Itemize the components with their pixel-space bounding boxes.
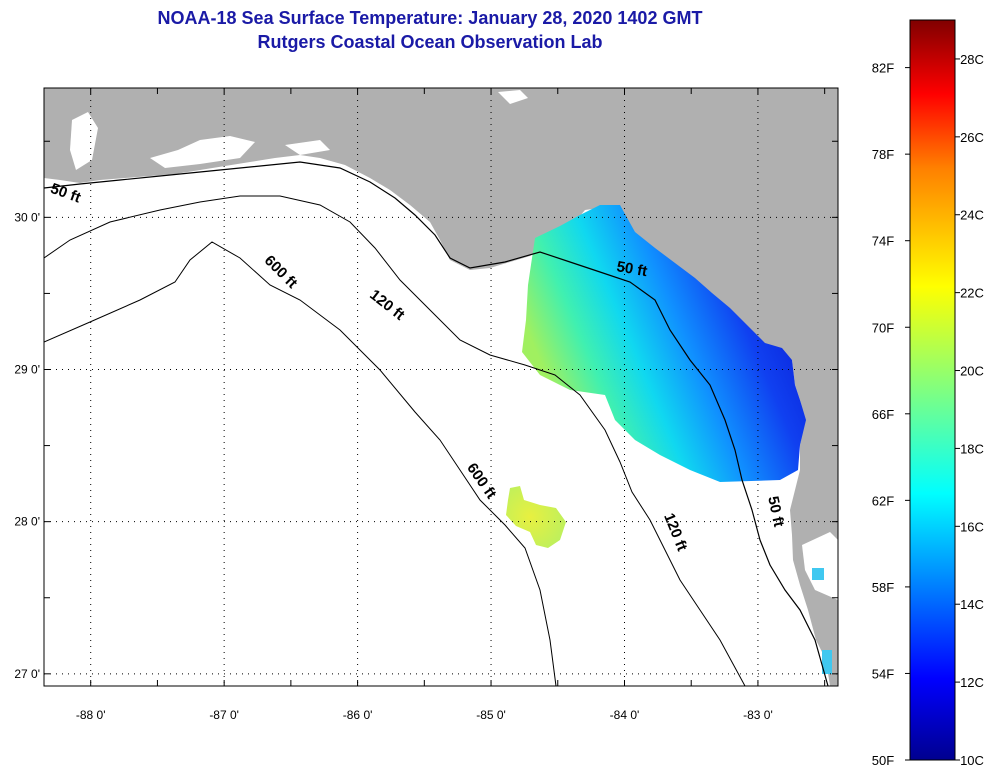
- lat-label: 28 0': [14, 515, 40, 529]
- colorbar-f-label: 78F: [872, 147, 894, 162]
- colorbar-f-label: 70F: [872, 320, 894, 335]
- colorbar: 82F 78F 74F 70F 66F 62F 58F 54F 50F 28C 26C 24C 22C 2…: [872, 19, 984, 768]
- contour-label: 50 ft: [764, 495, 787, 529]
- colorbar-c-label: 22C: [960, 286, 984, 301]
- colorbar-c-label: 28C: [960, 52, 984, 67]
- lon-label: -85 0': [476, 708, 506, 722]
- colorbar-c-label: 26C: [960, 130, 984, 145]
- lon-label: -88 0': [76, 708, 106, 722]
- colorbar-c-label: 24C: [960, 208, 984, 223]
- lon-label: -83 0': [743, 708, 773, 722]
- colorbar-f-label: 50F: [872, 753, 894, 768]
- lon-label: -87 0': [209, 708, 239, 722]
- lat-label: 27 0': [14, 667, 40, 681]
- bay: [802, 532, 838, 600]
- lat-label: 29 0': [14, 363, 40, 377]
- sst-swath: [522, 205, 806, 482]
- colorbar-f-label: 66F: [872, 407, 894, 422]
- sst-pixel: [822, 650, 832, 674]
- lon-label: -86 0': [343, 708, 373, 722]
- colorbar-f-label: 58F: [872, 580, 894, 595]
- bay: [285, 140, 330, 155]
- lon-label: -84 0': [610, 708, 640, 722]
- contour-120ft: [44, 195, 746, 686]
- bay: [70, 112, 98, 170]
- lat-label: 30 0': [14, 210, 40, 224]
- colorbar-f-label: 74F: [872, 234, 894, 249]
- contour-600ft: [44, 241, 557, 686]
- contour-label: 50 ft: [615, 258, 648, 280]
- map-subtitle: Rutgers Coastal Ocean Observation Lab: [257, 32, 603, 52]
- lake: [498, 90, 528, 104]
- colorbar-c-label: 12C: [960, 675, 984, 690]
- map-title: NOAA-18 Sea Surface Temperature: January…: [157, 8, 703, 28]
- colorbar-c-label: 16C: [960, 519, 984, 534]
- graticule: -88 0' -87 0' -86 0' -85 0' -84 0' -83 0' 30 0…: [14, 88, 838, 722]
- colorbar-scale: [909, 19, 956, 761]
- sst-pixel: [812, 568, 824, 580]
- colorbar-c-label: 14C: [960, 597, 984, 612]
- colorbar-f-label: 62F: [872, 493, 894, 508]
- colorbar-f-label: 82F: [872, 61, 894, 76]
- contour-50ft: [44, 161, 829, 686]
- bay: [150, 136, 255, 168]
- colorbar-c-label: 20C: [960, 364, 984, 379]
- colorbar-f-label: 54F: [872, 666, 894, 681]
- colorbar-c-label: 10C: [960, 753, 984, 768]
- sst-patch: [506, 486, 566, 548]
- map-frame: [43, 87, 839, 687]
- colorbar-c-label: 18C: [960, 441, 984, 456]
